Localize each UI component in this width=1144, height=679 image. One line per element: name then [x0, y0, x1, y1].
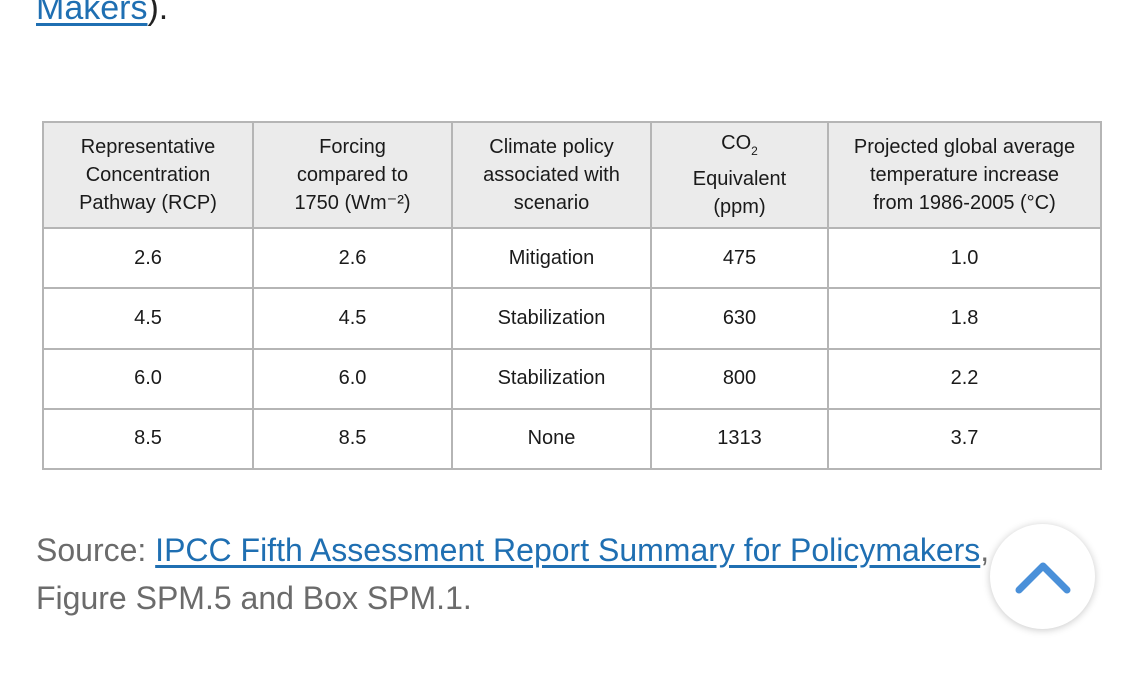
source-comma: ,: [980, 532, 990, 568]
cell-temperature: 1.0: [827, 226, 1102, 290]
header-temperature-increase: Projected global average temperature inc…: [827, 121, 1102, 229]
source-prefix: Source:: [36, 532, 156, 568]
closing-punctuation: ).: [147, 0, 169, 27]
cell-co2: 800: [650, 347, 829, 410]
source-figure-reference: Figure SPM.5 and Box SPM.1.: [36, 580, 472, 616]
cell-temperature: 3.7: [827, 407, 1102, 471]
rcp-table-figure: Representative Concentration Pathway (RC…: [42, 121, 1102, 471]
cell-policy: None: [451, 407, 652, 471]
cell-rcp: 4.5: [42, 287, 254, 350]
header-rcp: Representative Concentration Pathway (RC…: [42, 121, 254, 229]
cell-co2: 1313: [650, 407, 829, 471]
rcp-scenarios-table: Representative Concentration Pathway (RC…: [42, 121, 1102, 471]
previous-paragraph-end: Makers).: [36, 0, 168, 28]
header-co2-equivalent: CO2 Equivalent (ppm): [650, 121, 829, 229]
makers-link[interactable]: Makers: [36, 0, 148, 27]
chevron-up-icon: [1015, 562, 1070, 593]
cell-rcp: 6.0: [42, 347, 254, 410]
cell-rcp: 8.5: [42, 407, 254, 471]
ipcc-report-link[interactable]: IPCC Fifth Assessment Report Summary for…: [155, 532, 981, 568]
header-forcing: Forcing compared to 1750 (Wm⁻²): [252, 121, 453, 229]
cell-rcp: 2.6: [42, 226, 254, 290]
cell-policy: Mitigation: [451, 226, 652, 290]
scroll-to-top-button[interactable]: [990, 524, 1095, 629]
cell-co2: 475: [650, 226, 829, 290]
source-caption: Source: IPCC Fifth Assessment Report Sum…: [36, 526, 1036, 622]
cell-policy: Stabilization: [451, 287, 652, 350]
cell-temperature: 1.8: [827, 287, 1102, 350]
cell-policy: Stabilization: [451, 347, 652, 410]
table-row: 6.0 6.0 Stabilization 800 2.2: [42, 347, 1102, 410]
header-climate-policy: Climate policy associated with scenario: [451, 121, 652, 229]
cell-forcing: 2.6: [252, 226, 453, 290]
cell-temperature: 2.2: [827, 347, 1102, 410]
cell-forcing: 6.0: [252, 347, 453, 410]
table-header-row: Representative Concentration Pathway (RC…: [42, 121, 1102, 229]
table-row: 4.5 4.5 Stabilization 630 1.8: [42, 287, 1102, 350]
table-row: 2.6 2.6 Mitigation 475 1.0: [42, 226, 1102, 290]
table-row: 8.5 8.5 None 1313 3.7: [42, 407, 1102, 471]
cell-forcing: 8.5: [252, 407, 453, 471]
cell-co2: 630: [650, 287, 829, 350]
cell-forcing: 4.5: [252, 287, 453, 350]
